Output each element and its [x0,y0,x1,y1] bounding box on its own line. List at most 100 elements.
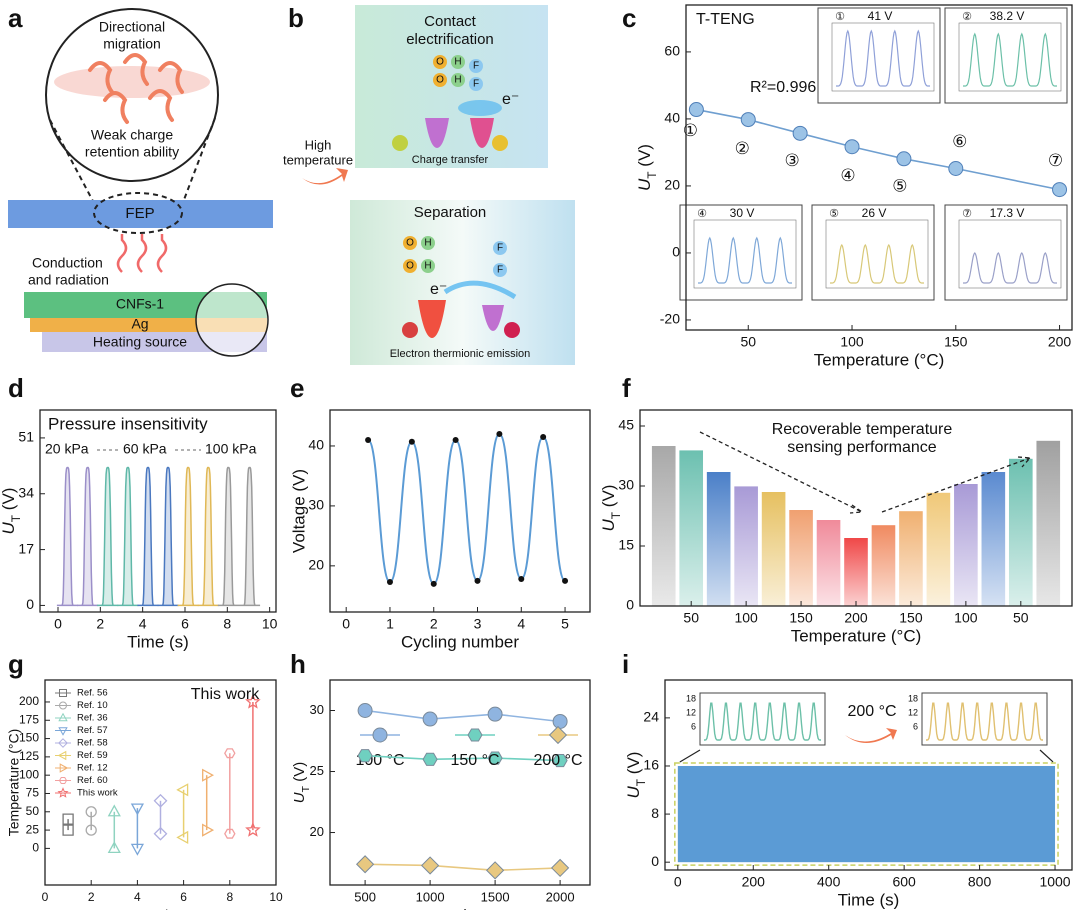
plot-frame [44,679,277,886]
magnifier [195,283,269,357]
annotation: Recoverable temperature [772,421,953,438]
bar [706,472,731,606]
pulse [97,466,119,607]
x-tick-label: 4 [517,616,525,632]
range-end [176,783,189,797]
legend-label: Ref. 57 [77,725,108,736]
inset-frame [921,692,1048,746]
bar [734,486,758,606]
data-point [518,576,525,583]
atom [433,73,447,87]
atom [469,77,483,91]
x-tick-label: 200 [1048,334,1072,350]
x-tick-label: 200 [742,874,766,890]
y-tick-label: 30 [310,702,324,717]
inset-plot [693,219,797,289]
inset-index: ② [962,11,972,23]
pulse [239,466,261,607]
label: Conduction [32,255,103,271]
data-point [487,751,503,765]
atom [403,236,417,250]
data-point [474,577,481,584]
y-label-subscript: T [645,171,659,178]
label: Weak charge [91,127,173,143]
range-end [107,841,121,854]
x-tick-label: 100 [954,610,978,626]
data-point [487,706,503,722]
x-tick-label: 8 [226,890,233,904]
label: CNFs-1 [116,296,164,312]
series-line [364,709,561,723]
inset-frame [944,7,1068,104]
inset-wave [698,236,792,284]
y-tick-label: 40 [664,110,680,126]
legend-marker [467,728,483,742]
legend-marker [59,689,67,697]
atom-label: O [406,261,414,272]
inset-tick-label: 18 [908,693,918,703]
y-label-symbol: U [599,518,618,531]
atom-label: H [424,238,431,249]
legend-marker [58,738,68,748]
inset-tick-label: 6 [913,721,918,731]
contact-box [355,5,548,168]
range-end [224,828,236,839]
x-tick-label: 400 [817,874,841,890]
y-tick-label: 30 [308,497,324,513]
data-point [896,151,912,167]
y-tick-label: 25 [26,822,40,836]
x-tick-label: 150 [944,334,968,350]
zoom-line [181,117,216,206]
inset-frame [944,204,1068,301]
pulse [77,466,99,607]
y-tick-label: 8 [651,805,659,821]
range-end [62,824,74,836]
range-end [130,803,144,816]
charge-well [425,118,449,148]
annotation: sensing performance [787,439,937,456]
x-tick-label: 100 [734,610,758,626]
y-tick-label: 75 [26,786,40,800]
pulse [117,466,139,607]
y-tick-label: 40 [308,437,324,453]
inset-value: 17.3 V [990,206,1025,220]
series-line [365,863,561,872]
plot-frame [664,679,1073,871]
data-point [386,579,393,586]
panel-letter: h [290,649,306,679]
pressure-label: 20 kPa [45,441,89,457]
pulse [217,466,239,607]
range-end [130,843,144,856]
inset-tick-label: 18 [686,693,696,703]
y-label-subscript: T [634,779,648,786]
y-tick-label: 24 [643,709,659,725]
inset-tick-label: 12 [686,707,696,717]
bar [844,538,868,606]
panel-letter: i [622,649,629,679]
inset-wave [963,32,1057,87]
bar [651,446,676,606]
panel-letter: f [622,373,631,403]
y-tick-label: 34 [18,484,34,500]
legend-marker [59,763,69,773]
inset-wave [926,702,1043,741]
legend-label: This work [77,788,118,799]
trend-arrow [699,431,864,514]
x-tick-label: 150 [789,610,813,626]
x-tick-label: 2 [430,616,438,632]
data-point [496,430,503,437]
y-tick-label: 100 [19,767,39,781]
range-end [85,824,97,836]
data-point [562,577,569,584]
inset-tick-label: 6 [691,721,696,731]
legend-label: Ref. 59 [77,750,108,761]
data-point [740,112,756,128]
atom-label: O [406,238,414,249]
atom-label: F [473,79,479,90]
atoms: O H O H F F [403,236,507,277]
heat-arrow [302,168,348,185]
charge-well [482,305,504,331]
y-label-symbol: U [635,178,654,191]
data-point [452,436,459,443]
